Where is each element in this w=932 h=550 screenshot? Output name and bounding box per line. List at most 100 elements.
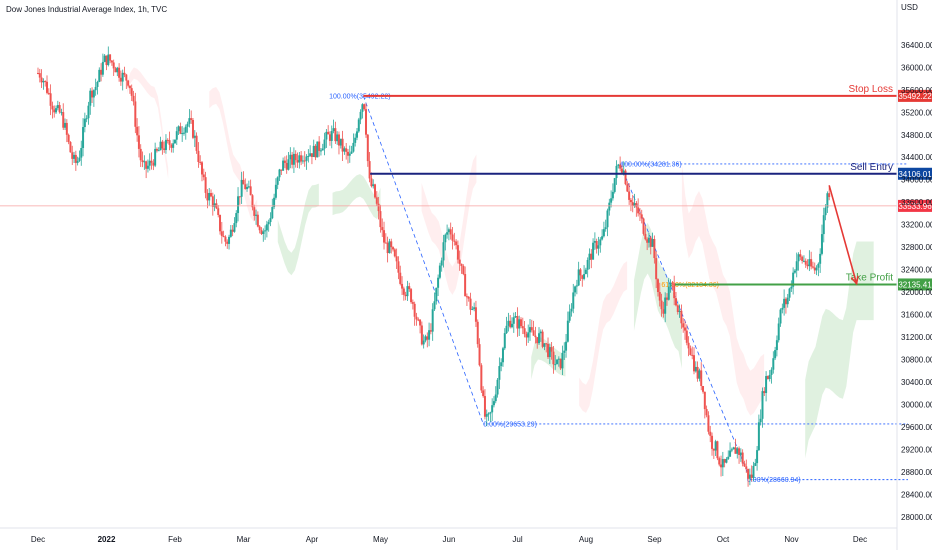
candle-body — [572, 292, 575, 309]
candle-body — [510, 323, 513, 328]
candle-body — [698, 370, 701, 379]
candle-body — [566, 320, 569, 342]
candle-body — [404, 294, 407, 297]
candle-body — [114, 68, 117, 73]
candle-body — [244, 184, 247, 190]
candle-body — [415, 316, 418, 320]
candle-body — [339, 138, 342, 146]
candle-body — [534, 335, 537, 338]
candle-body — [604, 227, 607, 230]
candle-body — [743, 463, 746, 467]
candle-body — [229, 229, 232, 237]
candle-body — [471, 308, 474, 310]
candle-body — [388, 241, 391, 254]
candle-body — [810, 259, 813, 267]
candle-body — [797, 254, 800, 262]
candle-body — [291, 154, 294, 165]
candle-body — [208, 193, 211, 201]
candle-body — [656, 279, 659, 293]
candle-body — [474, 307, 477, 322]
candle-body — [289, 154, 292, 160]
candle-body — [273, 197, 276, 208]
candle-body — [732, 447, 735, 450]
candle-body — [255, 214, 258, 216]
candle-body — [372, 184, 375, 187]
candle-body — [78, 157, 81, 161]
candle-body — [629, 199, 632, 203]
candle-body — [292, 153, 295, 165]
candle-body — [368, 161, 371, 179]
candle-body — [139, 148, 142, 161]
candle-body — [42, 81, 45, 83]
candle-body — [658, 292, 661, 301]
candle-body — [647, 237, 650, 243]
candle-body — [74, 154, 77, 163]
candle-body — [685, 330, 688, 343]
projection-arrow — [828, 185, 858, 284]
candle-body — [310, 153, 313, 157]
x-tick-label: Dec — [853, 535, 867, 544]
candle-body — [792, 272, 795, 287]
ichimoku-band-8 — [681, 163, 765, 416]
candle-body — [766, 376, 769, 380]
candle-body — [703, 391, 706, 410]
candle-body — [55, 108, 58, 113]
candle-body — [300, 155, 303, 162]
ichimoku-band-4 — [421, 154, 477, 295]
candle-body — [817, 263, 820, 268]
candle-body — [435, 287, 438, 302]
candle-body — [211, 196, 214, 207]
candle-body — [155, 148, 158, 151]
stop-loss-label: Stop Loss — [849, 84, 893, 95]
candle-body — [453, 240, 456, 242]
candle-body — [346, 151, 349, 156]
candle-body — [559, 358, 562, 369]
candle-body — [518, 319, 521, 329]
candle-body — [258, 226, 261, 231]
candle-body — [431, 309, 434, 332]
candle-body — [642, 218, 645, 234]
candle-body — [455, 241, 458, 246]
candle-body — [498, 366, 501, 380]
candle-body — [107, 54, 110, 66]
candle-body — [164, 139, 167, 150]
candle-body — [473, 307, 476, 309]
candle-body — [307, 155, 310, 157]
candle-body — [446, 232, 449, 235]
candle-body — [736, 448, 739, 454]
candle-body — [491, 405, 494, 413]
candle-body — [563, 350, 566, 353]
candle-body — [96, 81, 99, 87]
candle-body — [748, 474, 751, 479]
candle-body — [483, 396, 486, 417]
candle-body — [350, 151, 353, 154]
x-tick-label: Feb — [168, 535, 182, 544]
candle-body — [343, 148, 346, 152]
candle-body — [188, 118, 191, 124]
candle-body — [103, 55, 106, 62]
candle-body — [157, 150, 160, 152]
candle-body — [172, 143, 175, 148]
candle-body — [552, 351, 555, 365]
candle-body — [159, 141, 162, 151]
candle-body — [265, 224, 268, 231]
candle-body — [402, 288, 405, 295]
candle-body — [253, 207, 256, 216]
candle-body — [568, 311, 571, 321]
candle-body — [429, 330, 432, 332]
candle-body — [118, 67, 121, 78]
candle-body — [357, 119, 360, 132]
candle-body — [62, 112, 65, 128]
candle-body — [399, 272, 402, 284]
candle-body — [795, 261, 798, 271]
candle-body — [777, 323, 780, 341]
candle-body — [438, 265, 441, 278]
candle-body — [693, 355, 696, 372]
candle-body — [146, 165, 149, 169]
candle-body — [219, 214, 222, 232]
candle-body — [786, 297, 789, 305]
candle-body — [125, 74, 128, 81]
candle-body — [437, 277, 440, 288]
candle-body — [271, 207, 274, 219]
